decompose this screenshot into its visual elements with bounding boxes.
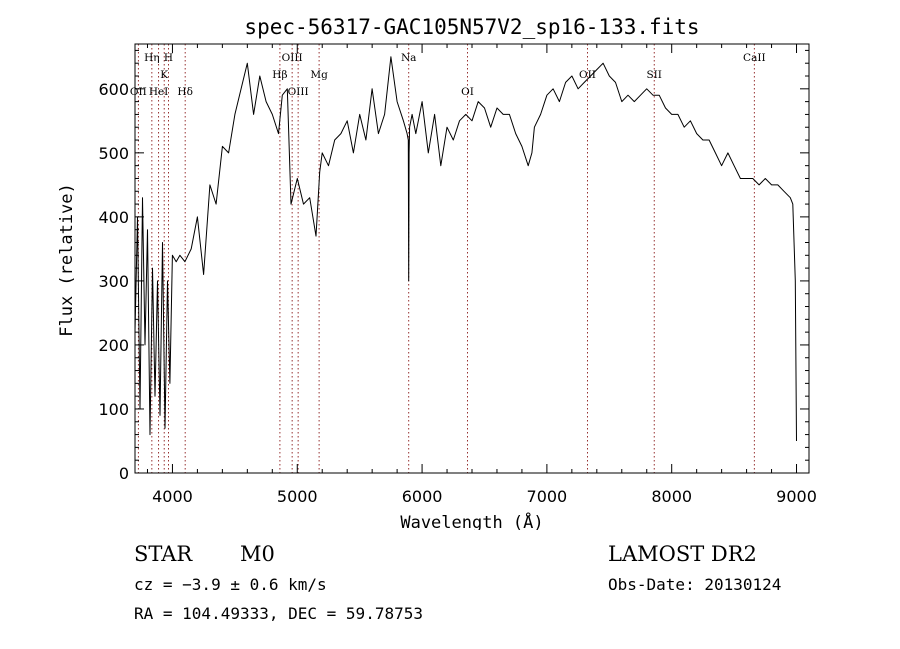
- y-axis-label: Flux (relative): [57, 183, 77, 337]
- line-marker-label-0: Hη: [144, 52, 159, 64]
- line-marker-label-8: OIII: [288, 86, 309, 98]
- object-subclass: M0: [240, 542, 275, 566]
- spectrum-chart: spec-56317-GAC105N57V2_sp16-133.fits 400…: [57, 15, 817, 530]
- line-marker-label-6: OIII: [282, 52, 303, 64]
- observation-date: Obs-Date: 20130124: [608, 575, 782, 594]
- line-marker-label-5: Hδ: [177, 86, 192, 98]
- x-tick-label-2: 6000: [402, 487, 443, 506]
- spectrum-line: [134, 56, 797, 442]
- y-tick-label-5: 500: [98, 144, 129, 163]
- line-marker-label-1: H: [164, 52, 173, 64]
- redshift-velocity: cz = −3.9 ± 0.6 km/s: [134, 575, 327, 594]
- x-tick-label-1: 5000: [277, 487, 318, 506]
- y-tick-label-6: 600: [98, 80, 129, 99]
- line-marker-label-9: Mg: [310, 69, 328, 81]
- y-tick-label-4: 400: [98, 208, 129, 227]
- x-tick-label-3: 7000: [527, 487, 568, 506]
- survey-name: LAMOST DR2: [608, 542, 757, 566]
- line-marker-label-10: Na: [401, 52, 416, 64]
- line-marker-label-13: SII: [646, 69, 662, 81]
- x-tick-label-4: 8000: [651, 487, 692, 506]
- line-marker-label-12: OII: [579, 69, 596, 81]
- line-marker-label-7: Hβ: [272, 69, 287, 81]
- y-tick-label-2: 200: [98, 336, 129, 355]
- object-class: STAR: [134, 542, 193, 566]
- y-tick-label-3: 300: [98, 272, 129, 291]
- x-tick-label-5: 9000: [776, 487, 817, 506]
- x-tick-label-0: 4000: [152, 487, 193, 506]
- line-marker-label-11: OI: [461, 86, 474, 98]
- line-marker-label-3: HeI: [149, 86, 169, 98]
- y-tick-label-0: 0: [119, 464, 129, 483]
- chart-title: spec-56317-GAC105N57V2_sp16-133.fits: [244, 15, 699, 39]
- line-marker-label-4: K: [160, 69, 168, 81]
- line-marker-label-2: OII: [130, 86, 147, 98]
- sky-coordinates: RA = 104.49333, DEC = 59.78753: [134, 604, 423, 623]
- x-axis-label: Wavelength (Å): [400, 511, 543, 530]
- line-marker-label-14: CaII: [743, 52, 766, 64]
- y-tick-label-1: 100: [98, 400, 129, 419]
- plot-area: 4000 5000 6000 7000 8000 9000 0 100 200 300 400 500…: [98, 43, 817, 506]
